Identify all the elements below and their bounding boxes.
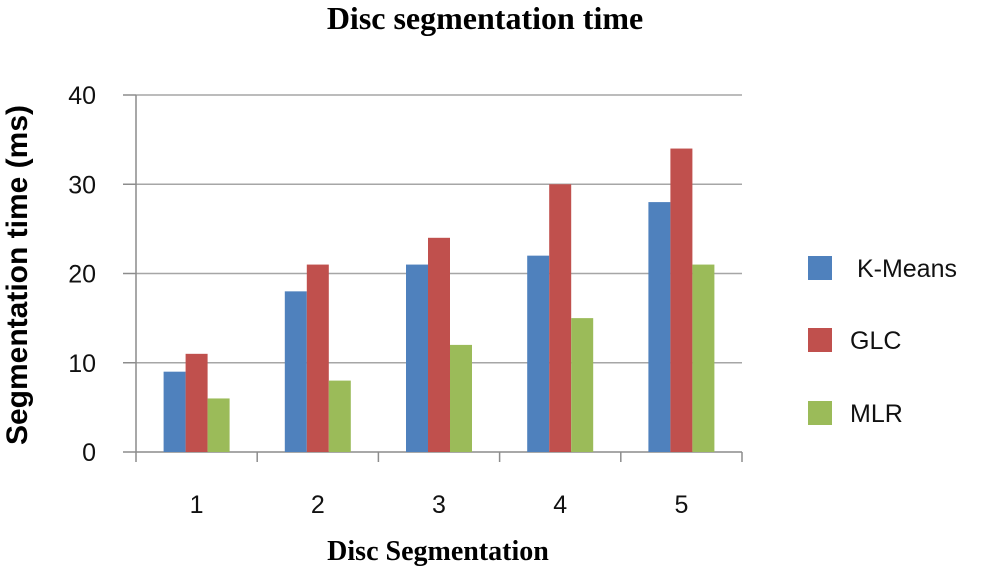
y-tick-labels: 0 10 20 30 40 — [68, 82, 96, 467]
legend-swatch — [808, 401, 832, 425]
y-tick-label: 30 — [68, 171, 96, 199]
legend-label: K-Means — [850, 255, 957, 283]
bar-k-means-5 — [648, 202, 671, 452]
x-tick-label: 3 — [432, 491, 446, 519]
x-tick-labels: 1 2 3 4 5 — [190, 491, 689, 519]
x-tick-label: 1 — [190, 491, 204, 519]
bar-glc-3 — [428, 237, 450, 452]
y-tick-label: 10 — [68, 350, 96, 378]
chart-title: Disc segmentation time — [327, 0, 643, 36]
y-tick-label: 40 — [68, 82, 96, 110]
bar-k-means-4 — [527, 255, 550, 452]
bar-k-means-1 — [163, 371, 186, 452]
bar-mlr-5 — [692, 264, 715, 452]
bar-glc-4 — [549, 184, 572, 452]
bar-glc-1 — [185, 353, 208, 452]
bar-glc-5 — [670, 148, 693, 453]
x-tick-label: 5 — [674, 491, 688, 519]
x-tick-label: 2 — [311, 491, 325, 519]
y-tick-label: 20 — [68, 261, 96, 289]
bars — [163, 148, 715, 453]
x-axis-label: Disc Segmentation — [327, 536, 549, 567]
bar-k-means-3 — [406, 264, 428, 452]
y-tick-label: 0 — [82, 439, 96, 467]
legend-swatch — [808, 328, 832, 352]
bar-mlr-2 — [328, 380, 351, 452]
bar-glc-2 — [306, 264, 329, 452]
y-axis-label: Segmentation time (ms) — [1, 105, 34, 445]
bar-mlr-1 — [207, 398, 230, 452]
x-tick-label: 4 — [553, 491, 567, 519]
bar-mlr-4 — [571, 318, 594, 452]
bar-k-means-2 — [284, 291, 307, 452]
legend-label: MLR — [850, 400, 903, 428]
bar-mlr-3 — [450, 344, 472, 452]
legend: K-Means GLC MLR — [808, 255, 957, 428]
legend-swatch — [808, 256, 832, 280]
legend-label: GLC — [850, 327, 901, 355]
